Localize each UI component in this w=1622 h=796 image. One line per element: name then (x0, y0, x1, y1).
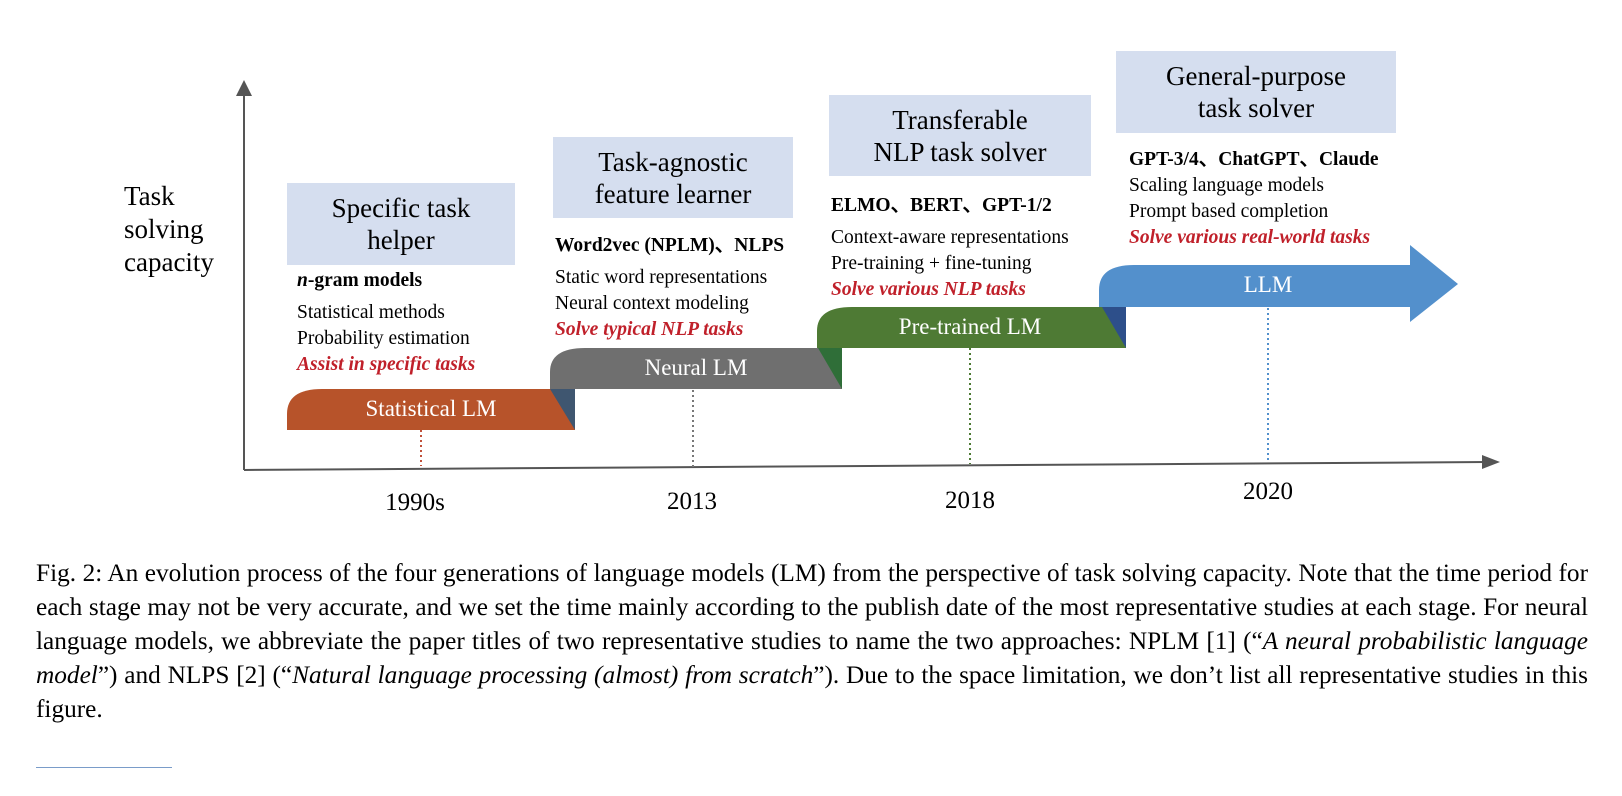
stage-feature: Statistical methods (297, 302, 445, 323)
caption-underline (36, 767, 172, 768)
stage-details-pretrained: ELMO、BERT、GPT-1/2 Context-aware represen… (831, 193, 1069, 303)
stage-label-pretrained: Pre-trained LM (898, 314, 1042, 339)
diagram-graphics (236, 80, 1500, 471)
stage-details-llm: GPT-3/4、ChatGPT、Claude Scaling language … (1129, 147, 1379, 251)
stage-highlight-statistical: Assist in specific tasks (297, 354, 476, 375)
stage-label-llm: LLM (1243, 272, 1293, 297)
figure-caption: Fig. 2: An evolution process of the four… (36, 559, 1589, 723)
stage-feature: Static word representations (555, 267, 768, 288)
year-label: 2018 (945, 487, 995, 514)
stage-feature: Prompt based completion (1129, 201, 1329, 222)
year-label: 1990s (385, 489, 445, 516)
stage-fold-statistical (550, 389, 575, 430)
stage-models-llm: GPT-3/4、ChatGPT、Claude (1129, 149, 1379, 170)
stage-header-llm: General-purpose task solver (1116, 51, 1396, 133)
stage-feature: Neural context modeling (555, 293, 749, 314)
stage-arrow-llm (1099, 245, 1458, 322)
y-axis-label: Task solving capacity (124, 181, 214, 277)
year-label: 2013 (667, 488, 717, 515)
stage-bar-neural (550, 348, 842, 389)
stage-feature: Probability estimation (297, 328, 470, 349)
stage-models-neural: Word2vec (NPLM)、NLPS (555, 235, 785, 256)
y-axis-arrow-icon (236, 80, 252, 96)
stage-feature: Pre-training + fine-tuning (831, 253, 1032, 274)
stage-details-neural: Word2vec (NPLM)、NLPS Static word represe… (555, 233, 784, 343)
stage-feature: Scaling language models (1129, 175, 1324, 196)
stage-bar-statistical (287, 389, 575, 430)
x-axis (243, 461, 1489, 471)
stage-models-pretrained: ELMO、BERT、GPT-1/2 (831, 195, 1052, 216)
stage-highlight-neural: Solve typical NLP tasks (555, 319, 744, 340)
stage-label-neural: Neural LM (644, 355, 748, 380)
stage-header-pretrained: Transferable NLP task solver (829, 95, 1091, 176)
stage-header-neural: Task-agnostic feature learner (553, 137, 793, 218)
evolution-diagram: Task solving capacity Specific task help… (124, 51, 1500, 516)
stage-label-statistical: Statistical LM (365, 396, 497, 421)
stage-bar-pretrained (817, 307, 1126, 348)
stage-fold-pretrained (1102, 307, 1126, 348)
stage-models-statistical: n-gram models (297, 270, 423, 291)
stage-highlight-pretrained: Solve various NLP tasks (831, 279, 1026, 300)
year-label: 2020 (1243, 478, 1293, 505)
stage-header-statistical: Specific task helper (287, 183, 515, 265)
stage-details-statistical: n-gram models Statistical methods Probab… (297, 268, 475, 378)
stage-feature: Context-aware representations (831, 227, 1069, 248)
stage-highlight-llm: Solve various real-world tasks (1129, 227, 1371, 248)
stage-fold-neural (818, 348, 842, 389)
x-axis-arrow-icon (1482, 455, 1500, 469)
